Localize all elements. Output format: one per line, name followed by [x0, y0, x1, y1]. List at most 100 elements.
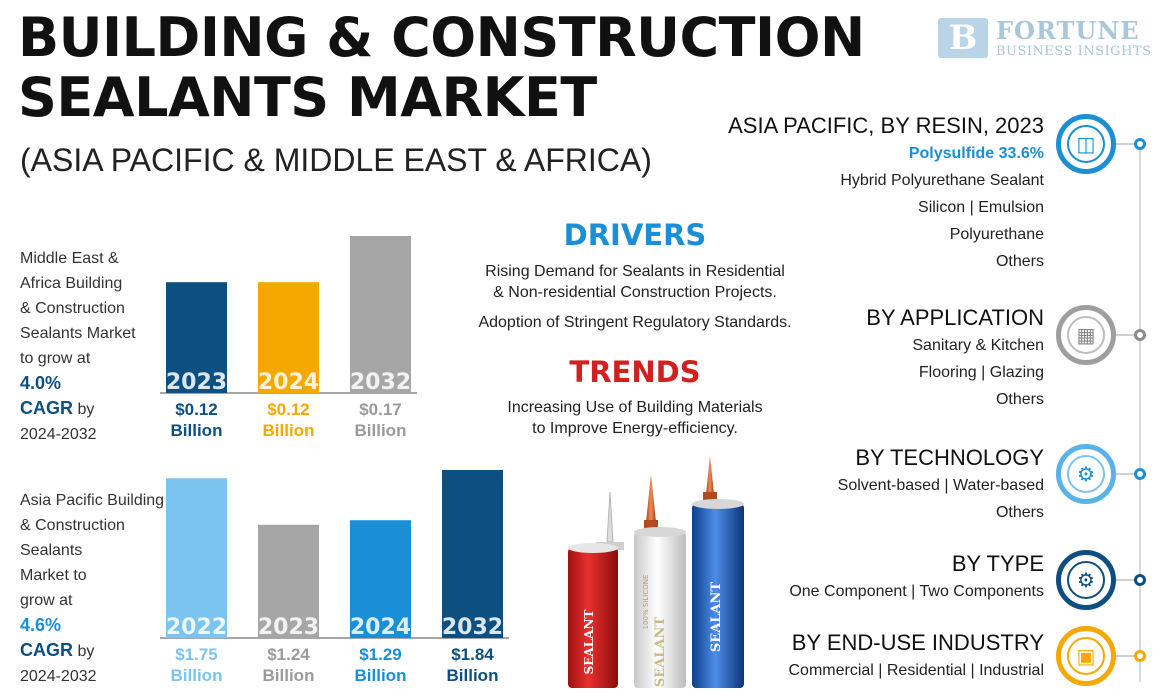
- segment-highlight: Polysulfide 33.6%: [908, 145, 1044, 162]
- segment-resin: ASIA PACIFIC, BY RESIN, 2023 Polysulfide…: [728, 112, 1044, 275]
- technology-icon-ring: ⚙: [1056, 444, 1116, 504]
- segment-heading: BY END-USE INDUSTRY: [791, 630, 1044, 655]
- segment-line: Others: [995, 504, 1044, 521]
- timeline-node: [1134, 468, 1146, 480]
- page-title: BUILDING & CONSTRUCTION SEALANTS MARKET: [18, 8, 865, 128]
- desc-line: Sealants: [20, 542, 83, 559]
- segment-heading: BY TECHNOLOGY: [855, 445, 1044, 470]
- trends-line: to Improve Energy-efficiency.: [532, 420, 738, 437]
- red-sealant-tube: SEALANT: [568, 491, 624, 688]
- segment-technology: BY TECHNOLOGY Solvent-based | Water-base…: [838, 444, 1044, 526]
- segment-line: Flooring | Glazing: [918, 364, 1044, 381]
- bar-unit-label: Billion: [263, 421, 315, 440]
- tube2-label: SEALANT: [653, 617, 668, 687]
- drivers-line: & Non-residential Construction Projects.: [493, 284, 777, 301]
- bar-category-label: 2024: [258, 370, 319, 395]
- bar-2024: [258, 282, 319, 393]
- bar-value-label: $0.12: [267, 400, 310, 419]
- bar-category-label: 2024: [350, 615, 411, 640]
- page-subtitle: (ASIA PACIFIC & MIDDLE EAST & AFRICA): [20, 142, 652, 178]
- connector-line: [1116, 473, 1136, 475]
- trends-heading: TRENDS: [569, 355, 701, 389]
- connector-line: [1116, 579, 1136, 581]
- segments-timeline: [1139, 142, 1141, 682]
- connector-line: [1116, 655, 1136, 657]
- enduse-icon-ring: ▣: [1056, 626, 1116, 686]
- bar-2024: [350, 520, 411, 638]
- mea-cagr-by: by: [77, 401, 95, 418]
- tube1-label: SEALANT: [582, 610, 596, 675]
- bar-2022: [166, 478, 227, 638]
- drivers-line: Rising Demand for Sealants in Residentia…: [485, 263, 785, 280]
- logo-text-primary: FORTUNE: [996, 16, 1140, 45]
- trends-text: Increasing Use of Building Materials to …: [435, 397, 835, 439]
- blue-sealant-tube: SEALANT: [692, 456, 744, 688]
- timeline-node: [1134, 329, 1146, 341]
- bar-unit-label: Billion: [355, 421, 407, 440]
- fortune-logo: B FORTUNE BUSINESS INSIGHTS: [938, 16, 1152, 62]
- timeline-node: [1134, 138, 1146, 150]
- segment-line: Others: [995, 253, 1044, 270]
- logo-text-secondary: BUSINESS INSIGHTS: [996, 44, 1152, 59]
- apac-cagr-value: 4.6%: [20, 615, 62, 635]
- drivers-line: Adoption of Stringent Regulatory Standar…: [478, 314, 792, 331]
- tube3-label: SEALANT: [709, 582, 724, 652]
- apac-period: 2024-2032: [20, 668, 97, 685]
- bar-unit-label: Billion: [355, 666, 407, 685]
- bar-2023: [166, 282, 227, 393]
- desc-line: Asia Pacific Building: [20, 492, 165, 509]
- building-icon: ▦: [1067, 316, 1105, 354]
- segment-type: BY TYPE One Component | Two Components: [789, 550, 1044, 605]
- segment-line: Others: [995, 391, 1044, 408]
- bar-category-label: 2023: [258, 615, 319, 640]
- desc-line: Africa Building: [20, 275, 123, 292]
- resin-icon-ring: ◫: [1056, 114, 1116, 174]
- logo-mark-icon: B: [938, 18, 988, 58]
- trends-line: Increasing Use of Building Materials: [507, 399, 763, 416]
- bar-unit-label: Billion: [171, 421, 223, 440]
- apac-description: Asia Pacific Building & Construction Sea…: [20, 488, 164, 689]
- desc-line: grow at: [20, 592, 73, 609]
- sealant-tubes-illustration: SEALANT 100% SILICONE SEALANT SEALANT: [568, 456, 744, 688]
- tube2-small-label: 100% SILICONE: [642, 575, 650, 630]
- segment-heading: BY TYPE: [951, 551, 1044, 576]
- bar-category-label: 2032: [442, 615, 503, 640]
- bar-value-label: $0.17: [359, 400, 402, 419]
- segment-heading: BY APPLICATION: [866, 305, 1044, 330]
- bar-2023: [258, 524, 319, 638]
- segment-enduse: BY END-USE INDUSTRY Commercial | Residen…: [788, 629, 1044, 684]
- segment-line: Solvent-based | Water-based: [837, 477, 1044, 494]
- bar-category-label: 2022: [166, 615, 227, 640]
- desc-line: Market to: [20, 567, 87, 584]
- segment-line: Sanitary & Kitchen: [912, 337, 1044, 354]
- segment-line: Silicon | Emulsion: [918, 199, 1044, 216]
- timeline-node: [1134, 650, 1146, 662]
- city-icon: ▣: [1067, 637, 1105, 675]
- jar-icon: ◫: [1067, 125, 1105, 163]
- apac-cagr-label: CAGR: [20, 640, 73, 660]
- connector-line: [1116, 143, 1136, 145]
- bar-value-label: $1.24: [267, 645, 310, 664]
- type-icon-ring: ⚙: [1056, 550, 1116, 610]
- mea-description: Middle East & Africa Building & Construc…: [20, 246, 136, 447]
- drivers-heading: DRIVERS: [563, 218, 707, 252]
- connector-line: [1116, 334, 1136, 336]
- title-line-1: BUILDING & CONSTRUCTION: [18, 6, 865, 69]
- segment-line: Polyurethane: [949, 226, 1044, 243]
- segment-application: BY APPLICATION Sanitary & Kitchen Floori…: [866, 304, 1044, 413]
- apac-cagr-by: by: [77, 643, 95, 660]
- white-sealant-tube: 100% SILICONE SEALANT: [634, 474, 686, 688]
- desc-line: & Construction: [20, 517, 125, 534]
- segment-line: Hybrid Polyurethane Sealant: [840, 172, 1044, 189]
- segment-line: One Component | Two Components: [789, 583, 1044, 600]
- gear-circuit-icon: ⚙: [1067, 455, 1105, 493]
- desc-line: Sealants Market: [20, 325, 136, 342]
- bar-value-label: $0.12: [175, 400, 218, 419]
- bar-unit-label: Billion: [447, 666, 499, 685]
- desc-line: & Construction: [20, 300, 125, 317]
- desc-line: to grow at: [20, 350, 91, 367]
- mea-cagr-value: 4.0%: [20, 373, 62, 393]
- drivers-text-1: Rising Demand for Sealants in Residentia…: [435, 261, 835, 303]
- bar-category-label: 2032: [350, 370, 411, 395]
